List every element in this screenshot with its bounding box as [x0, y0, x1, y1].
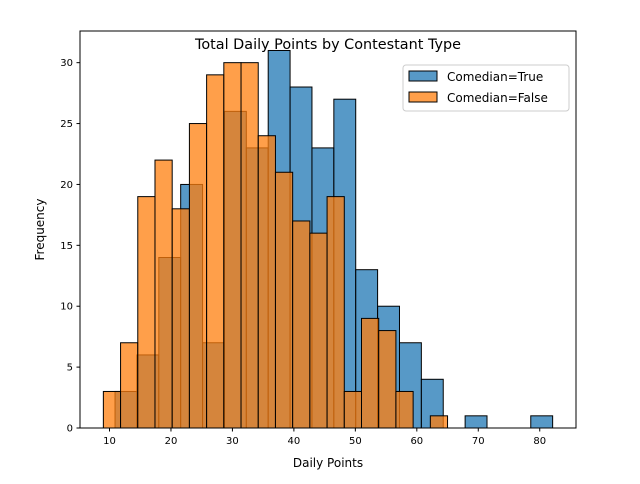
axes-frame — [79, 30, 577, 429]
histogram-bar-false — [240, 62, 259, 429]
x-tick-label: 50 — [349, 436, 362, 447]
histogram-bar-false — [154, 159, 173, 429]
x-tick-label: 30 — [226, 436, 239, 447]
legend-swatch-false — [408, 91, 438, 103]
y-tick-label: 20 — [60, 180, 73, 191]
x-tick-label: 10 — [103, 436, 116, 447]
histogram-bar-false — [326, 196, 345, 429]
histogram-bar-false — [120, 342, 139, 429]
y-axis-label: Frequency — [33, 199, 47, 261]
y-tick-label: 0 — [67, 424, 73, 435]
histogram-bar-false — [343, 390, 362, 429]
histogram-bar-false — [188, 123, 208, 429]
y-tick-label: 15 — [60, 241, 73, 252]
histogram-bar-false — [102, 390, 122, 429]
chart-title: Total Daily Points by Contestant Type — [194, 37, 461, 53]
x-tick-label: 20 — [165, 436, 178, 447]
y-tick-label: 5 — [67, 363, 73, 374]
histogram-bar-false — [395, 390, 414, 429]
legend-swatch-true — [408, 70, 438, 82]
x-tick-label: 60 — [410, 436, 423, 447]
histogram-bar-false — [206, 74, 225, 429]
y-tick-label: 25 — [60, 119, 73, 130]
legend-box — [402, 64, 570, 112]
x-tick-label: 40 — [288, 436, 301, 447]
histogram-bar-false — [137, 196, 156, 429]
x-axis-label: Daily Points — [293, 456, 363, 470]
legend-label-false: Comedian=False — [447, 91, 548, 105]
y-tick-label: 30 — [60, 58, 73, 69]
legend-label-true: Comedian=True — [447, 70, 543, 84]
histogram-bar-false — [429, 415, 449, 429]
legend: Comedian=True Comedian=False — [402, 64, 570, 112]
histogram-bar-false — [274, 171, 294, 429]
histogram-bar-true — [464, 415, 488, 429]
histogram-bar-false — [171, 208, 190, 429]
x-tick-label: 70 — [472, 436, 485, 447]
x-tick-label: 80 — [533, 436, 546, 447]
y-tick-label: 10 — [60, 302, 73, 313]
histogram-bar-false — [257, 135, 276, 429]
histogram-bar-true — [530, 415, 554, 429]
histogram-bar-false — [360, 317, 380, 429]
histogram-bar-false — [378, 330, 397, 429]
histogram-bar-false — [292, 220, 311, 429]
histogram-bar-false — [223, 62, 242, 429]
histogram-bar-false — [309, 232, 328, 429]
